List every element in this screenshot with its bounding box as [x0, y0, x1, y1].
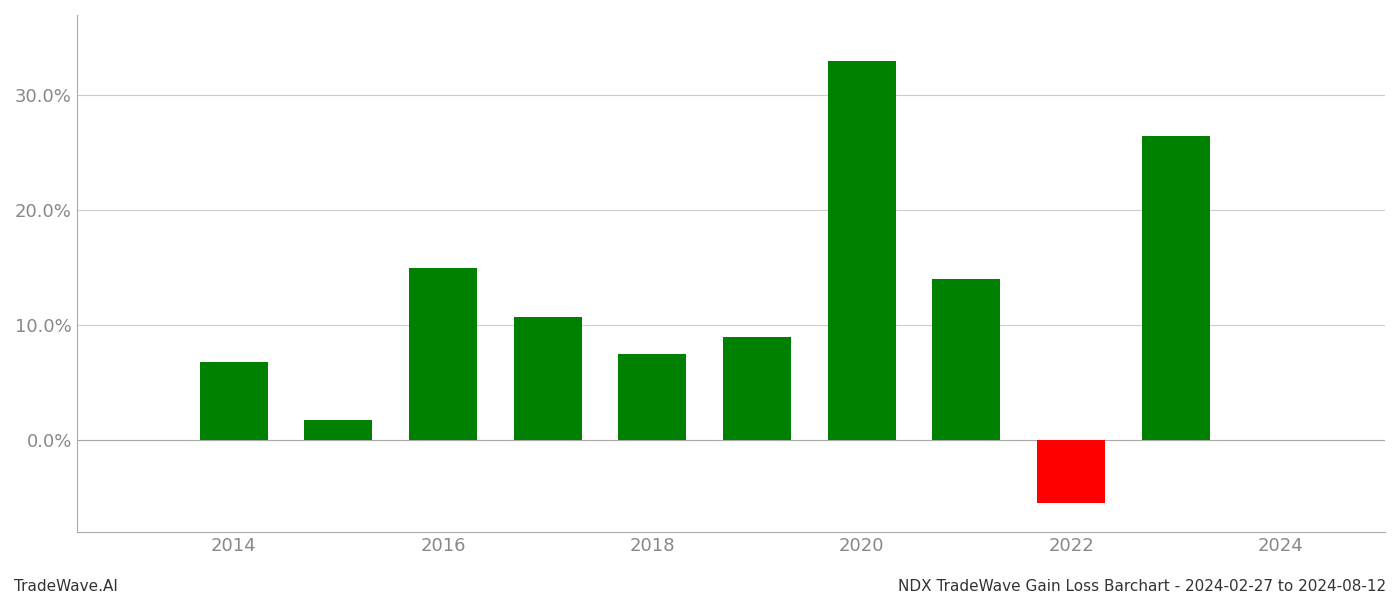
Bar	[619, 354, 686, 440]
Bar	[200, 362, 267, 440]
Bar	[304, 419, 372, 440]
Text: NDX TradeWave Gain Loss Barchart - 2024-02-27 to 2024-08-12: NDX TradeWave Gain Loss Barchart - 2024-…	[897, 579, 1386, 594]
Bar	[1037, 440, 1105, 503]
Bar	[514, 317, 582, 440]
Bar	[722, 337, 791, 440]
Bar	[1141, 136, 1210, 440]
Bar	[827, 61, 896, 440]
Text: TradeWave.AI: TradeWave.AI	[14, 579, 118, 594]
Bar	[409, 268, 477, 440]
Bar	[932, 280, 1001, 440]
